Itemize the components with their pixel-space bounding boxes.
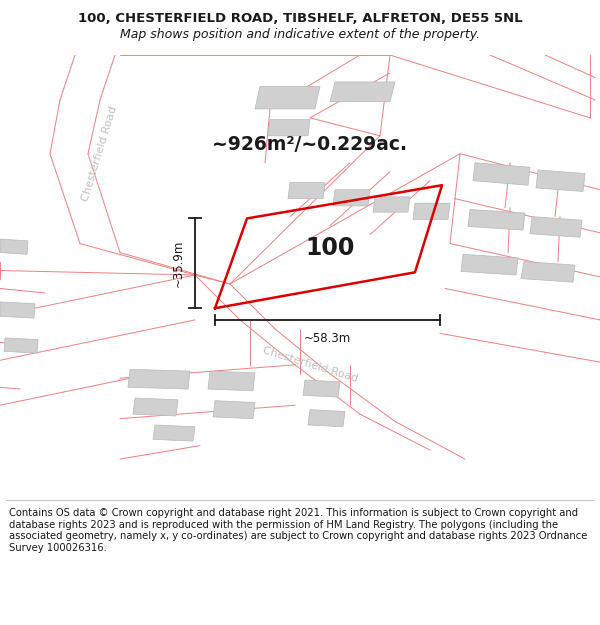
Text: Chesterfield Road: Chesterfield Road [261,346,359,384]
Polygon shape [4,338,38,353]
Polygon shape [288,182,325,199]
Polygon shape [530,217,582,238]
Polygon shape [373,197,410,212]
Text: ~926m²/~0.229ac.: ~926m²/~0.229ac. [212,135,407,154]
Polygon shape [413,203,450,219]
Text: Contains OS data © Crown copyright and database right 2021. This information is : Contains OS data © Crown copyright and d… [9,508,587,552]
Polygon shape [333,190,370,206]
Polygon shape [208,371,255,391]
Polygon shape [153,425,195,441]
Polygon shape [255,86,320,109]
Polygon shape [133,398,178,416]
Text: Chesterfield Road: Chesterfield Road [81,105,119,202]
Polygon shape [330,82,395,102]
Polygon shape [128,369,190,389]
Polygon shape [521,261,575,282]
Polygon shape [303,380,340,397]
Polygon shape [473,162,530,185]
Polygon shape [308,410,345,427]
Text: ~35.9m: ~35.9m [172,239,185,287]
Polygon shape [213,401,255,419]
Polygon shape [468,209,525,230]
Polygon shape [0,239,28,254]
Polygon shape [0,302,35,318]
Text: ~58.3m: ~58.3m [304,332,351,346]
Polygon shape [461,254,518,275]
Text: Map shows position and indicative extent of the property.: Map shows position and indicative extent… [120,28,480,41]
Text: 100, CHESTERFIELD ROAD, TIBSHELF, ALFRETON, DE55 5NL: 100, CHESTERFIELD ROAD, TIBSHELF, ALFRET… [77,12,523,25]
Polygon shape [268,119,310,136]
Polygon shape [536,170,585,191]
Text: 100: 100 [305,236,355,260]
